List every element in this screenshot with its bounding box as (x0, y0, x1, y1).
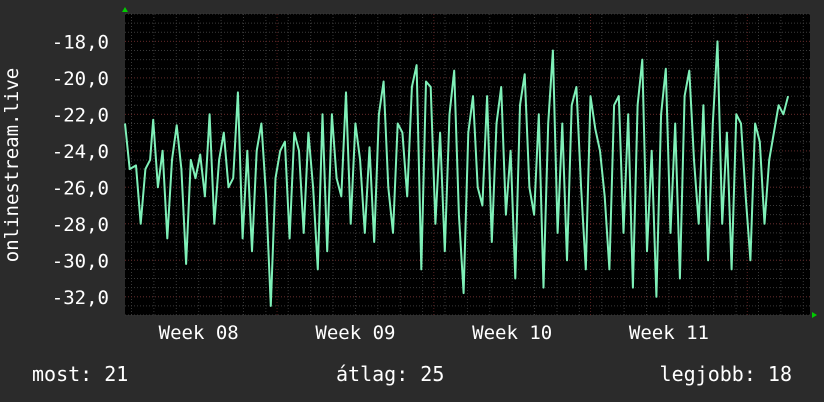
y-tick-label: -26,0 (52, 177, 109, 199)
stat-current: most: 21 (32, 362, 129, 386)
x-tick-label: Week 10 (472, 322, 552, 344)
y-tick-label: -20,0 (52, 68, 109, 90)
y-tick-label: -18,0 (52, 31, 109, 53)
series-group (124, 40, 790, 307)
y-tick-label: -22,0 (52, 104, 109, 126)
y-tick-label: -24,0 (52, 141, 109, 163)
y-tick-labels: -18,0 -20,0 -22,0 -24,0 -26,0 -28,0 -30,0 -32,0 (52, 31, 109, 308)
stat-average: átlag: 25 (336, 362, 445, 386)
y-axis-arrow-icon (122, 7, 128, 12)
x-axis-arrow-icon (812, 312, 817, 318)
grid (125, 13, 810, 316)
y-tick-label: -30,0 (52, 250, 109, 272)
series-line (124, 40, 790, 307)
x-tick-labels: Week 08 Week 09 Week 10 Week 11 (159, 322, 709, 344)
y-tick-label: -32,0 (52, 287, 109, 309)
x-tick-label: Week 11 (629, 322, 709, 344)
y-axis-label: onlinestream.live (1, 68, 23, 262)
x-tick-label: Week 09 (315, 322, 395, 344)
stat-best: legjobb: 18 (659, 362, 792, 386)
x-tick-label: Week 08 (159, 322, 239, 344)
y-tick-label: -28,0 (52, 214, 109, 236)
